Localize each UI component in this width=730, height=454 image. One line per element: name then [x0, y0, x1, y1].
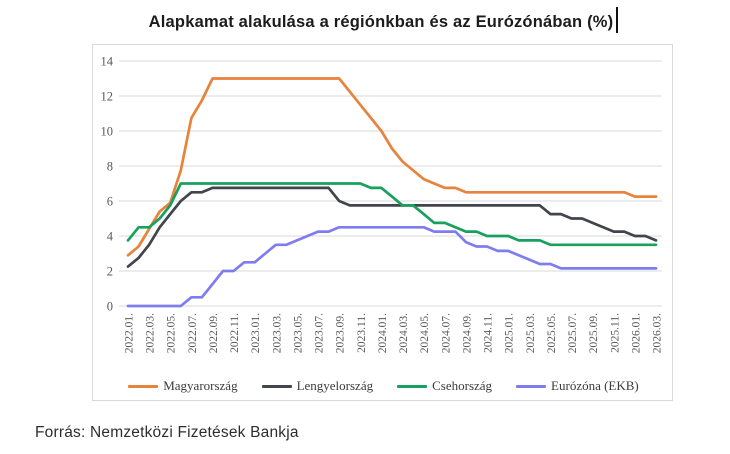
chart-area[interactable] [92, 44, 673, 401]
legend-line-swatch [261, 384, 292, 388]
x-tick-label: 2024.09. [461, 313, 473, 353]
x-tick-label: 2024.05. [419, 313, 431, 353]
x-tick-label: 2022.07. [187, 313, 199, 353]
x-tick-label: 2023.07. [314, 313, 326, 353]
text-cursor [616, 7, 619, 33]
legend-label: Csehország [432, 378, 493, 393]
y-tick-label: 6 [107, 195, 113, 209]
x-tick-label: 2022.05. [166, 313, 178, 353]
x-tick-label: 2025.05. [546, 313, 558, 353]
x-tick-label: 2025.09. [588, 313, 600, 353]
x-tick-label: 2025.01. [504, 313, 516, 353]
legend-line-swatch [128, 384, 159, 388]
chart-legend: Magyarország Lengyelország Csehország Eu… [92, 374, 675, 398]
x-tick-label: 2022.01. [124, 313, 136, 353]
x-tick-label: 2024.11. [483, 313, 495, 353]
y-tick-label: 14 [101, 55, 114, 69]
series-line-eur-z-na-ekb- [126, 225, 658, 308]
x-tick-label: 2026.01. [630, 313, 642, 353]
legend-label: Lengyelország [296, 378, 374, 393]
x-tick-label: 2025.11. [609, 313, 621, 353]
y-tick-label: 10 [101, 125, 114, 139]
x-tick-label: 2023.01. [250, 313, 262, 353]
x-tick-label: 2025.03. [525, 313, 537, 353]
source-note[interactable]: Forrás: Nemzetközi Fizetések Bankja [35, 424, 299, 441]
x-tick-label: 2023.03. [271, 313, 283, 353]
legend-line-swatch [397, 384, 428, 388]
series-line-lengyelorsz-g [126, 186, 658, 268]
legend-item-eurozona[interactable]: Eurózóna (EKB) [516, 378, 639, 394]
series-line-magyarorsz-g [126, 77, 658, 257]
series-line-csehorsz-g [126, 182, 658, 247]
x-tick-label: 2023.11. [356, 313, 368, 353]
legend-line-swatch [516, 384, 547, 388]
legend-label: Magyarország [163, 378, 238, 393]
x-tick-label: 2022.11. [229, 313, 241, 353]
x-tick-label: 2023.09. [335, 313, 347, 353]
x-tick-label: 2022.09. [208, 313, 220, 353]
x-tick-label: 2024.03. [398, 313, 410, 353]
y-tick-label: 2 [107, 265, 113, 279]
y-tick-label: 8 [107, 160, 113, 174]
x-tick-label: 2025.07. [567, 313, 579, 353]
legend-item-lengyelorszag[interactable]: Lengyelország [261, 378, 374, 394]
y-tick-label: 12 [101, 90, 114, 104]
legend-label: Eurózóna (EKB) [551, 378, 639, 393]
chart-title-row: Alapkamat alakulása a régiónkban és az E… [92, 7, 675, 33]
chart-title[interactable]: Alapkamat alakulása a régiónkban és az E… [148, 13, 614, 31]
legend-item-csehorszag[interactable]: Csehország [397, 378, 492, 394]
y-tick-label: 4 [107, 230, 114, 244]
y-tick-label: 0 [107, 300, 113, 314]
x-tick-label: 2024.01. [377, 313, 389, 353]
x-tick-label: 2026.03. [652, 313, 664, 353]
x-tick-label: 2022.03. [145, 313, 157, 353]
x-tick-label: 2023.05. [292, 313, 304, 353]
legend-item-magyarorszag[interactable]: Magyarország [128, 378, 238, 394]
x-tick-label: 2024.07. [440, 313, 452, 353]
